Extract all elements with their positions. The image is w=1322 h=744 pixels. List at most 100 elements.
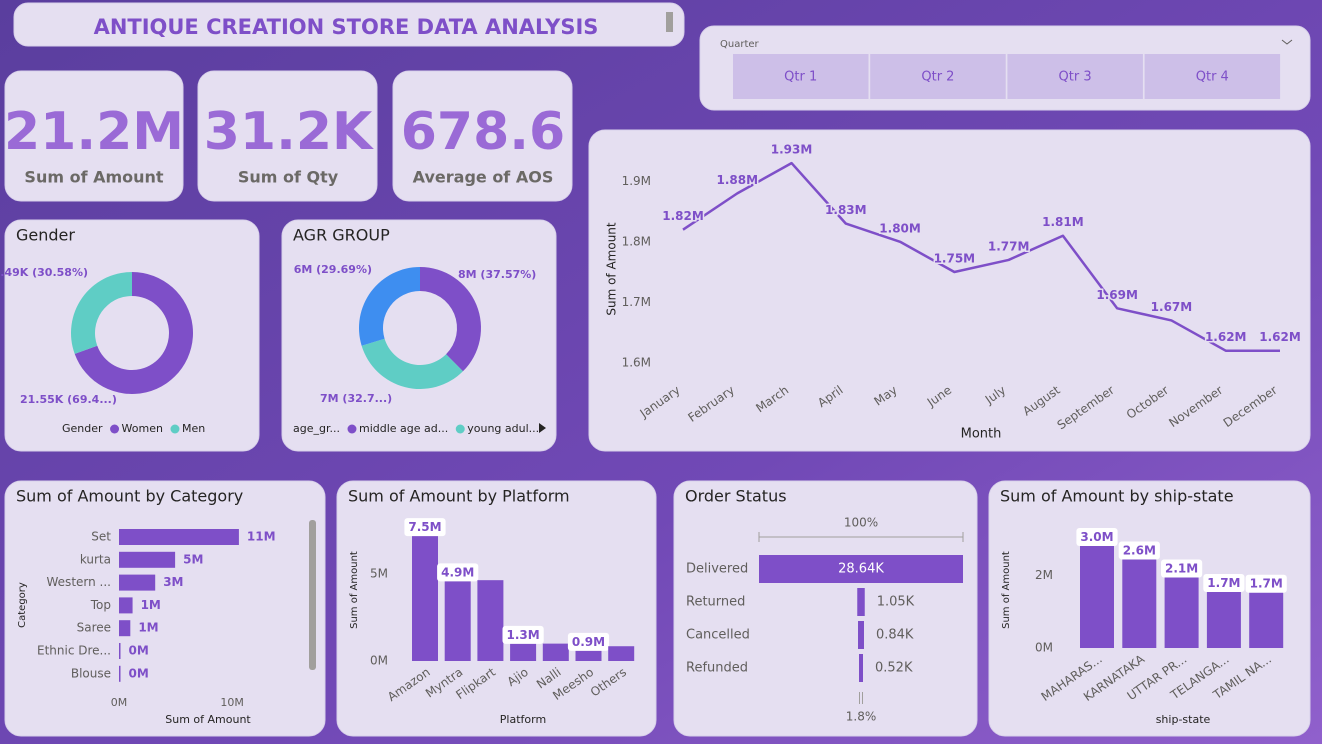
y-tick-label: Set (91, 530, 111, 544)
scroll-handle (666, 12, 673, 32)
data-label-bg (1076, 528, 1118, 547)
slicer-chevron[interactable] (1281, 39, 1293, 45)
y-tick-label: 0M (370, 654, 388, 668)
chart-card (4, 219, 260, 452)
data-label-bg (404, 518, 446, 537)
slicer-option[interactable]: Qtr 1 (784, 70, 817, 85)
bar (1206, 586, 1241, 648)
funnel-bar (759, 555, 963, 583)
data-label: 1.62M (1259, 330, 1301, 344)
data-label: 28.64K (838, 562, 884, 577)
data-label-bg (1160, 559, 1203, 578)
legend-swatch (110, 424, 120, 434)
data-label: 0M (129, 644, 149, 658)
data-label: 7.5M (408, 520, 441, 534)
legend-next[interactable] (539, 423, 546, 433)
chart-title: Sum of Amount by ship-state (1000, 487, 1234, 506)
bar (1164, 572, 1199, 648)
bar (1249, 587, 1284, 648)
data-label: 0.84K (876, 628, 914, 643)
legend-swatch (455, 424, 465, 434)
data-label: 21.55K (69.4...) (20, 393, 117, 406)
kpi-card (392, 70, 573, 202)
bar (1080, 540, 1114, 648)
data-label: 11M (247, 530, 276, 544)
kpi-value: 678.6 (401, 102, 565, 162)
chart-card (4, 480, 326, 737)
x-axis-label: Platform (500, 713, 546, 726)
bar (119, 551, 176, 568)
y-tick-label: 5M (370, 567, 388, 581)
y-tick-label: 2M (1035, 568, 1053, 582)
funnel-top-bracket (758, 532, 964, 542)
x-axis-label: Sum of Amount (165, 713, 251, 726)
legend-label: young adul... (467, 422, 539, 435)
category-label: Delivered (686, 562, 748, 577)
donut-slice (71, 272, 132, 354)
data-label: 1.81M (1042, 215, 1084, 229)
y-tick-label: 1.9M (622, 174, 651, 188)
category-label: Cancelled (686, 628, 750, 643)
chart-card (588, 129, 1311, 452)
chart-title: Sum of Amount by Platform (348, 487, 570, 506)
data-label: 1M (141, 598, 161, 612)
data-label: 1.82M (662, 209, 704, 223)
bar (119, 529, 239, 545)
legend-label: Women (122, 422, 163, 435)
x-axis-label: ship-state (1156, 713, 1211, 726)
y-tick-label: Western ... (47, 575, 111, 589)
chart-card (673, 480, 978, 737)
bar (412, 530, 438, 661)
data-label: 1.88M (716, 173, 758, 187)
x-tick-label: 10M (220, 696, 244, 709)
line-series (682, 161, 1280, 352)
slicer-button[interactable] (1007, 54, 1143, 99)
donut-slice (359, 267, 420, 346)
slicer-button[interactable] (870, 54, 1006, 99)
y-tick-label: Top (90, 598, 111, 612)
bar (542, 643, 569, 661)
kpi-label: Sum of Qty (238, 168, 339, 187)
slicer-button[interactable] (733, 54, 869, 99)
y-tick-label: Blouse (71, 666, 111, 680)
data-label: 5M (183, 552, 203, 566)
data-label: 1M (138, 621, 158, 635)
data-label: 1.05K (877, 595, 915, 610)
data-label: 3.0M (1080, 530, 1113, 544)
slicer-option[interactable]: Qtr 2 (921, 70, 954, 85)
y-tick-label: 1.8M (622, 234, 651, 248)
data-label: 0.9M (572, 635, 605, 649)
funnel-bar (859, 654, 863, 682)
scrollbar (309, 520, 316, 670)
y-tick-label: 0M (1035, 641, 1053, 655)
data-label: 9.49K (30.58%) (0, 266, 88, 279)
data-label: 4.9M (441, 565, 474, 579)
y-tick-label: 1.7M (622, 295, 651, 309)
bar (444, 575, 471, 661)
slicer-button[interactable] (1144, 54, 1281, 99)
dashboard-title: ANTIQUE CREATION STORE DATA ANALYSIS (94, 15, 599, 39)
bar (608, 646, 635, 661)
bar (119, 665, 121, 682)
slicer-options: Qtr 1 Qtr 2 Qtr 3 Qtr 4 (733, 54, 1281, 99)
y-axis-label: Sum of Amount (1001, 551, 1012, 629)
chart-title: AGR GROUP (293, 226, 390, 245)
slicer-option[interactable]: Qtr 4 (1196, 70, 1229, 85)
donut-slice (361, 338, 463, 390)
funnel-top-label: 100% (844, 516, 878, 530)
kpi-value: 31.2K (204, 102, 374, 162)
kpi-card (197, 70, 378, 202)
category-label: Refunded (686, 661, 748, 676)
data-label: 6M (29.69%) (294, 263, 372, 276)
bar (119, 597, 133, 614)
kpi-value: 21.2M (4, 102, 184, 162)
data-label: 1.75M (934, 252, 976, 266)
funnel-bar (858, 621, 864, 649)
kpi-card (4, 70, 184, 202)
chart-title: Gender (16, 226, 75, 245)
y-axis-label: Sum of Amount (349, 551, 360, 629)
legend-swatch (170, 424, 180, 434)
y-tick-label: kurta (80, 552, 111, 566)
slicer-option[interactable]: Qtr 3 (1059, 70, 1092, 85)
